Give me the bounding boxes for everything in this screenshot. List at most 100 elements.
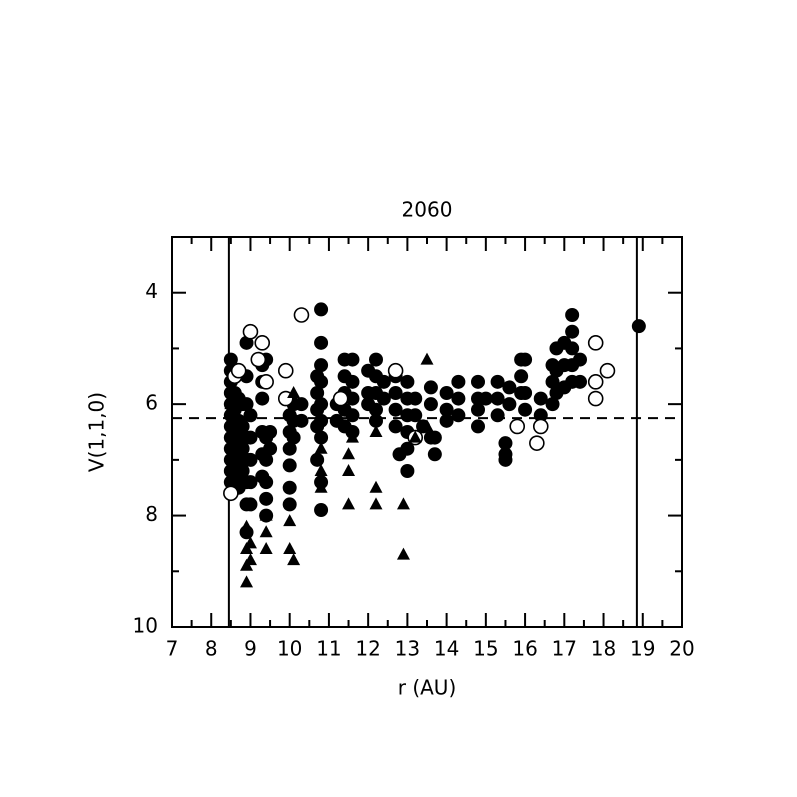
point [345, 430, 359, 443]
point [235, 441, 250, 456]
point [263, 425, 278, 439]
point [369, 413, 383, 428]
point [532, 418, 549, 435]
point [239, 397, 254, 412]
point [282, 497, 297, 512]
point [314, 358, 329, 373]
point [631, 319, 646, 334]
point [529, 435, 545, 451]
point [345, 408, 360, 423]
point [223, 352, 238, 367]
y-tick-label: 6 [145, 391, 158, 415]
point [242, 323, 259, 340]
point [545, 397, 560, 412]
x-tick-label: 14 [434, 637, 459, 661]
x-tick-label: 10 [277, 637, 302, 661]
point [427, 430, 442, 445]
point [235, 464, 250, 478]
point [388, 386, 403, 400]
point [314, 335, 329, 350]
point [224, 397, 238, 410]
point [314, 413, 329, 428]
point [287, 386, 301, 398]
point [387, 362, 404, 379]
point [514, 369, 529, 384]
point [518, 386, 533, 400]
point [283, 542, 297, 554]
point [518, 402, 533, 417]
point [230, 362, 247, 379]
x-tick-label: 18 [591, 637, 616, 661]
x-tick-label: 17 [552, 637, 577, 661]
x-tick-label: 16 [512, 637, 537, 661]
point [259, 525, 273, 538]
point [255, 391, 270, 406]
point [345, 391, 360, 406]
point [243, 408, 258, 423]
point [342, 447, 356, 460]
point [369, 497, 383, 510]
point [283, 514, 297, 527]
point [286, 430, 301, 445]
point [243, 497, 258, 512]
point [490, 391, 505, 406]
point [342, 497, 356, 510]
point [420, 352, 434, 365]
point [314, 503, 329, 517]
point [314, 480, 328, 493]
y-axis-label: V(1,1,0) [85, 392, 109, 472]
point [243, 536, 257, 549]
point [314, 464, 328, 476]
x-tick-label: 19 [630, 637, 655, 661]
point [259, 542, 273, 554]
point [294, 397, 309, 412]
point [243, 475, 258, 490]
point [451, 374, 466, 389]
point [314, 441, 328, 454]
point [263, 441, 278, 456]
point [259, 491, 274, 506]
x-tick-label: 11 [316, 637, 341, 661]
point [294, 413, 309, 428]
point [293, 307, 310, 323]
x-tick-label: 9 [244, 637, 257, 661]
chart-title: 2060 [402, 198, 453, 222]
point [518, 352, 533, 367]
point [408, 408, 423, 423]
point [408, 391, 423, 406]
point [376, 391, 391, 406]
point [451, 391, 466, 406]
x-tick-label: 8 [205, 637, 218, 661]
point [314, 397, 329, 412]
point [471, 402, 485, 417]
point [345, 374, 360, 389]
point [565, 324, 580, 339]
point [369, 480, 383, 493]
x-tick-label: 20 [669, 637, 694, 661]
point [573, 352, 587, 367]
point [565, 341, 580, 356]
point [254, 335, 271, 351]
point [287, 553, 301, 566]
x-tick-label: 15 [473, 637, 498, 661]
point [310, 386, 325, 400]
point [423, 397, 438, 412]
point [314, 374, 329, 389]
point [502, 380, 517, 395]
point [408, 430, 422, 443]
point [314, 430, 329, 445]
y-tick-label: 4 [145, 279, 158, 303]
point [332, 390, 349, 407]
point [573, 374, 587, 389]
point [258, 374, 274, 390]
point [400, 464, 415, 478]
point [587, 390, 604, 407]
point [478, 391, 493, 406]
point [243, 452, 258, 467]
point [471, 374, 485, 389]
point [235, 419, 250, 434]
point [490, 374, 505, 389]
point [533, 408, 548, 423]
point [259, 508, 273, 521]
